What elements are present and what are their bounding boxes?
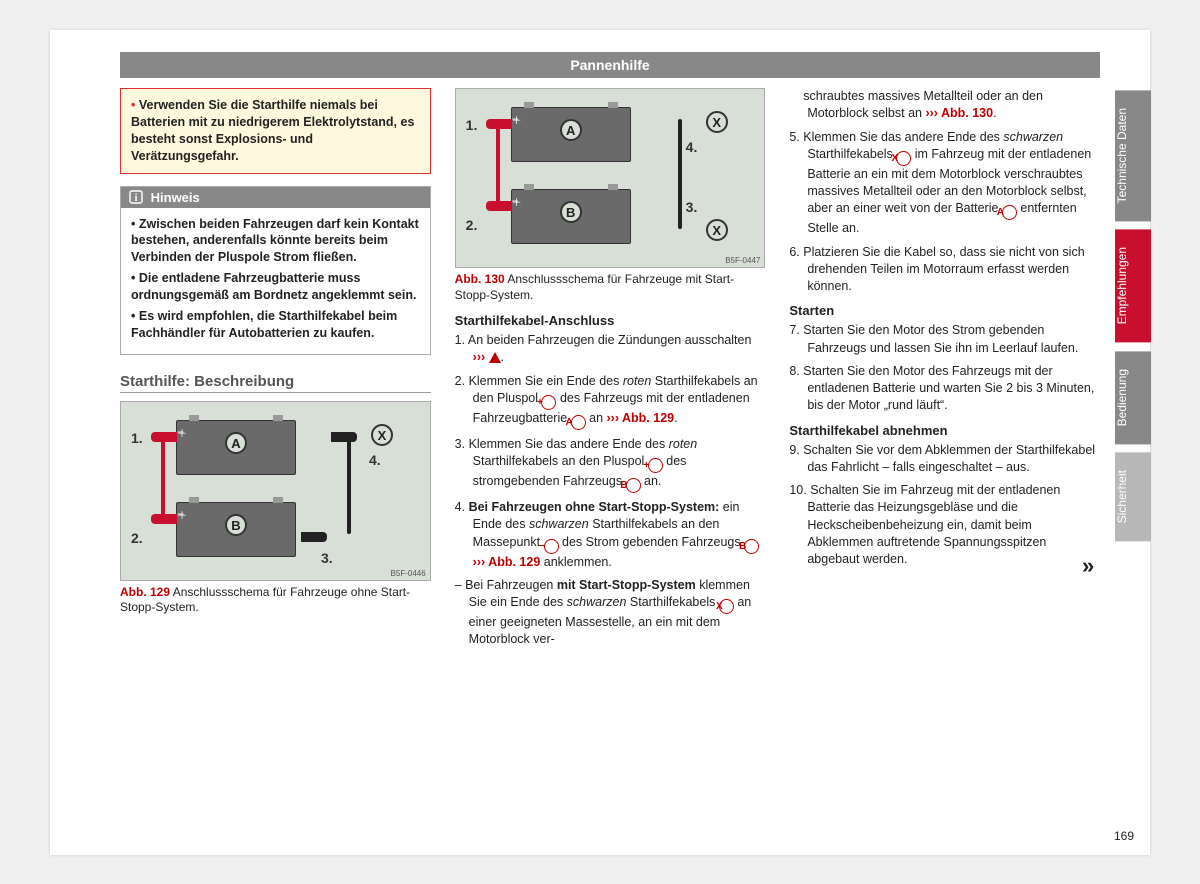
tab-empfehlungen[interactable]: Empfehlungen — [1115, 229, 1151, 342]
column-1: Verwenden Sie die Starthilfe niemals bei… — [120, 88, 431, 815]
warning-box: Verwenden Sie die Starthilfe niemals bei… — [120, 88, 431, 174]
step-2: 2. Klemmen Sie ein Ende des roten Starth… — [455, 373, 766, 430]
tab-technische-daten[interactable]: Technische Daten — [1115, 90, 1151, 221]
content-columns: Verwenden Sie die Starthilfe niemals bei… — [120, 88, 1100, 815]
page-header: Pannenhilfe — [120, 52, 1100, 78]
figure-130: A B X X 1. 2. 3. 4. B5F-0447 — [455, 88, 766, 268]
steps-starten: 7. Starten Sie den Motor des Strom geben… — [789, 322, 1100, 414]
warning-text: Verwenden Sie die Starthilfe niemals bei… — [131, 98, 414, 163]
step-6: 6. Platzieren Sie die Kabel so, dass sie… — [789, 244, 1100, 296]
hinweis-item-2: Die entladene Fahrzeugbatterie muss ordn… — [131, 270, 420, 304]
figure-129: A B X 1. 2. 3. 4. B5F-0446 — [120, 401, 431, 581]
step-5: 5. Klemmen Sie das andere Ende des schwa… — [789, 129, 1100, 238]
info-icon: i — [129, 190, 143, 204]
fig129-code: B5F-0446 — [391, 569, 426, 578]
step-7: 7. Starten Sie den Motor des Strom geben… — [789, 322, 1100, 357]
page-number: 169 — [1114, 829, 1134, 843]
subhead-starten: Starten — [789, 303, 1100, 318]
step-3: 3. Klemmen Sie das andere Ende des roten… — [455, 436, 766, 493]
hinweis-body: Zwischen beiden Fahrzeugen darf kein Kon… — [121, 208, 430, 354]
step-4-dash: – Bei Fahrzeugen mit Start-Stopp-System … — [455, 577, 766, 649]
warning-triangle-icon — [489, 352, 501, 363]
label-B: B — [744, 539, 759, 554]
step-4-cont: schraubtes massives Metallteil oder an d… — [789, 88, 1100, 123]
label-X: X — [719, 599, 734, 614]
minus-icon: − — [544, 539, 559, 554]
plus-icon: + — [648, 458, 663, 473]
plus-icon: + — [541, 395, 556, 410]
subhead-anschluss: Starthilfekabel-Anschluss — [455, 313, 766, 328]
step-10: 10. Schalten Sie im Fahrzeug mit der ent… — [789, 482, 1100, 568]
step-1: 1. An beiden Fahrzeugen die Zündungen au… — [455, 332, 766, 367]
fig130-code: B5F-0447 — [725, 256, 760, 265]
tab-sicherheit[interactable]: Sicherheit — [1115, 452, 1151, 541]
step-4: 4. Bei Fahrzeugen ohne Start-Stopp-Syste… — [455, 499, 766, 571]
abb-130: Abb. 130 — [455, 272, 505, 286]
hinweis-head: i Hinweis — [121, 187, 430, 208]
abb-129: Abb. 129 — [120, 585, 170, 599]
subhead-abnehmen: Starthilfekabel abnehmen — [789, 423, 1100, 438]
side-tabs: Technische Daten Empfehlungen Bedienung … — [1115, 90, 1151, 550]
hinweis-item-3: Es wird empfohlen, die Starthilfekabel b… — [131, 308, 420, 342]
hinweis-title: Hinweis — [151, 190, 200, 205]
step-8: 8. Starten Sie den Motor des Fahrzeugs m… — [789, 363, 1100, 415]
steps-list-cont: 5. Klemmen Sie das andere Ende des schwa… — [789, 129, 1100, 296]
tab-bedienung[interactable]: Bedienung — [1115, 351, 1151, 444]
label-B: B — [626, 478, 641, 493]
manual-page: Pannenhilfe Verwenden Sie die Starthilfe… — [50, 30, 1150, 855]
column-2: A B X X 1. 2. 3. 4. B5F-0447 Abb. 130 — [455, 88, 766, 815]
hinweis-box: i Hinweis Zwischen beiden Fahrzeugen dar… — [120, 186, 431, 355]
svg-text:i: i — [135, 193, 138, 204]
label-X: X — [896, 151, 911, 166]
label-A: A — [571, 415, 586, 430]
steps-list: 1. An beiden Fahrzeugen die Zündungen au… — [455, 332, 766, 571]
column-3: schraubtes massives Metallteil oder an d… — [789, 88, 1100, 815]
section-title: Starthilfe: Beschreibung — [120, 373, 431, 393]
steps-abnehmen: 9. Schalten Sie vor dem Abklemmen der St… — [789, 442, 1100, 569]
hinweis-item-1: Zwischen beiden Fahrzeugen darf kein Kon… — [131, 216, 420, 267]
step-9: 9. Schalten Sie vor dem Abklemmen der St… — [789, 442, 1100, 477]
figure-129-caption: Abb. 129 Anschlussschema für Fahrzeuge o… — [120, 585, 431, 616]
figure-130-caption: Abb. 130 Anschlussschema für Fahrzeuge m… — [455, 272, 766, 303]
label-A: A — [1002, 205, 1017, 220]
